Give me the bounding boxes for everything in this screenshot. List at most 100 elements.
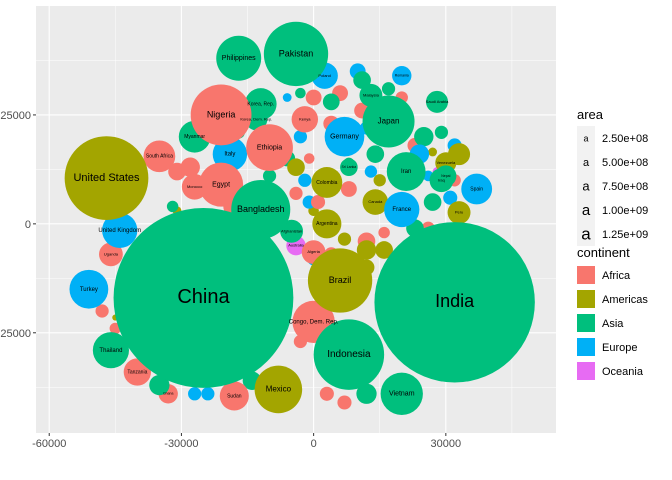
bubble-label: Poland <box>318 73 330 78</box>
legend: area a 2.50e+08 a 5.00e+08 a 7.50e+08 a 1.00e+09… <box>577 107 648 380</box>
bubble <box>180 157 200 177</box>
bubble-label: Indonesia <box>327 349 371 360</box>
bubble <box>375 241 393 259</box>
legend-size-label: 1.00e+09 <box>602 205 648 217</box>
bubble <box>190 84 252 146</box>
bubble <box>461 173 493 205</box>
x-tick-label: 0 <box>311 438 317 450</box>
bubble <box>113 208 294 388</box>
bubble-label: Iran <box>401 169 411 175</box>
bubble-label: Turkey <box>80 287 98 293</box>
bubble <box>289 186 303 200</box>
bubble <box>280 219 304 243</box>
bubble <box>380 372 423 415</box>
bubble <box>303 153 315 164</box>
bubble-label: Ethiopia <box>257 144 282 151</box>
bubble <box>291 106 319 133</box>
bubble-label: Sri Lanka <box>341 165 356 169</box>
legend-glyph: a <box>583 133 588 143</box>
bubble-label: Spain <box>470 186 483 192</box>
legend-key-size <box>577 174 595 198</box>
bubble-label: Uganda <box>104 251 119 256</box>
bubble-label: Malaysia <box>363 92 380 97</box>
legend-color-label: Africa <box>602 270 631 282</box>
bubble-label: Colombia <box>316 180 337 186</box>
y-tick-label: 25000 <box>0 110 31 122</box>
legend-glyph: a <box>583 157 590 169</box>
bubble-label: Thailand <box>99 348 122 354</box>
bubble <box>429 168 454 193</box>
bubble-label: Germany <box>330 134 359 141</box>
y-tick-label: -25000 <box>0 328 31 340</box>
bubble <box>428 147 438 157</box>
legend-color-label: Oceania <box>602 366 644 378</box>
bubble-label: Romania <box>395 74 409 78</box>
bubble <box>201 387 215 401</box>
bubble <box>311 167 343 198</box>
bubble <box>95 304 109 318</box>
bubble-label: Peru <box>455 210 463 215</box>
bubble-label: Japan <box>378 117 400 126</box>
bubble-label: Mexico <box>266 385 292 394</box>
bubble <box>386 152 426 191</box>
bubble <box>246 124 293 171</box>
bubble <box>423 193 442 211</box>
bubble <box>322 93 340 111</box>
bubble <box>295 87 306 99</box>
legend-size-label: 5.00e+08 <box>602 157 648 169</box>
bubble <box>353 71 371 89</box>
bubble <box>362 189 389 215</box>
bubble-label: Philippines <box>222 55 256 62</box>
bubble-label-layer: China India United States Indonesia Brazil Pa… <box>73 48 483 399</box>
legend-key-color <box>577 314 595 332</box>
bubble-label: Brazil <box>329 275 352 285</box>
x-tick-label: -30000 <box>164 438 198 450</box>
legend-color-label: Europe <box>602 342 637 354</box>
bubble <box>313 319 385 390</box>
bubble <box>337 232 352 246</box>
bubble-label: Argentina <box>316 221 338 227</box>
legend-size-label: 1.25e+09 <box>602 229 648 241</box>
x-tick-label: 30000 <box>431 438 462 450</box>
bubble <box>337 395 352 410</box>
bubble <box>305 89 322 106</box>
bubble-label: Australia <box>288 243 304 248</box>
bubble <box>356 240 377 260</box>
bubble <box>310 195 326 210</box>
bubble-label: Canada <box>368 199 383 204</box>
bubble-label: United States <box>73 172 140 184</box>
bubble <box>298 173 312 187</box>
legend-glyph: a <box>581 224 591 243</box>
bubble <box>92 332 129 369</box>
legend-glyph: a <box>582 202 591 219</box>
bubble-label: Italy <box>224 152 235 158</box>
bubble-label: Iraq <box>438 177 445 182</box>
bubble <box>324 116 365 157</box>
bubble-label: South Africa <box>146 154 173 160</box>
bubble-label: Kenya <box>299 116 311 121</box>
legend-color-label: Americas <box>602 294 648 306</box>
bubble <box>447 201 471 224</box>
legend-size-label: 7.50e+08 <box>602 181 648 193</box>
legend-glyph: a <box>582 178 590 193</box>
legend-key-size <box>577 126 595 150</box>
legend-key-color <box>577 362 595 380</box>
bubble <box>384 191 420 228</box>
bubble <box>362 95 415 148</box>
bubble <box>219 381 249 411</box>
legend-key-size <box>577 150 595 174</box>
bubble <box>244 88 277 120</box>
bubble-label: Algeria <box>307 249 320 254</box>
bubble-label: Tanzania <box>127 369 147 375</box>
legend-color-label: Asia <box>602 318 624 330</box>
bubble-label: Sudan <box>227 393 242 399</box>
bubble-label: Nigeria <box>207 109 236 119</box>
bubble-label: Nepal <box>441 174 450 178</box>
bubble-label: France <box>392 207 411 213</box>
legend-key-color <box>577 290 595 308</box>
bubble <box>216 35 262 81</box>
bubble <box>263 21 329 87</box>
bubble-label: Afghanistan <box>281 228 302 233</box>
y-tick-label: 0 <box>25 219 31 231</box>
